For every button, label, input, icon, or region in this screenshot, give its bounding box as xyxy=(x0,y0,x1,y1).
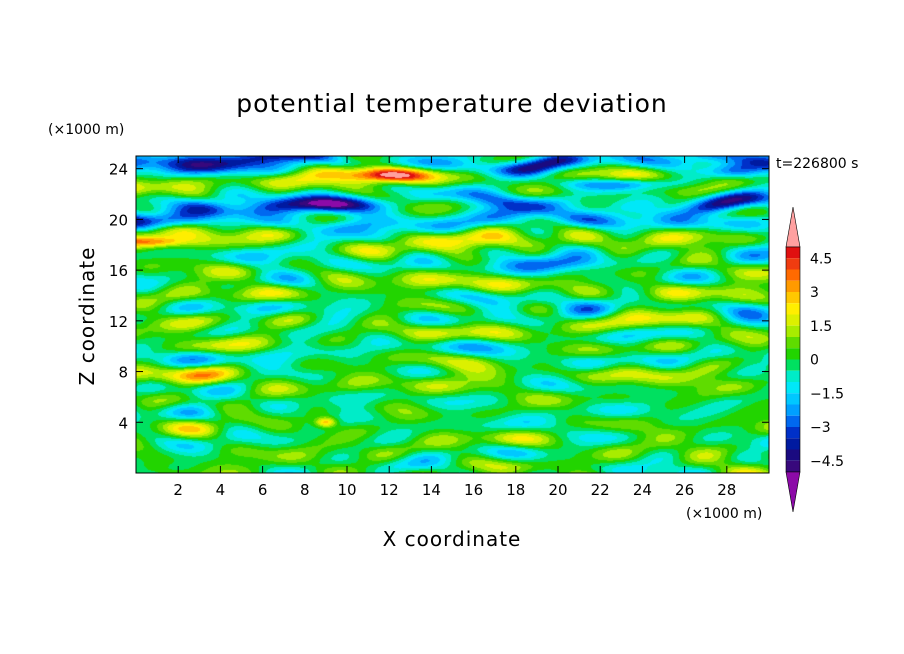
colorbar-box xyxy=(786,404,800,416)
x-tick-label: 8 xyxy=(300,481,310,499)
colorbar-tick-label: −1.5 xyxy=(810,386,844,402)
x-unit-label: (×1000 m) xyxy=(686,506,762,522)
x-tick-label: 20 xyxy=(548,481,567,499)
y-axis-label: Z coordinate xyxy=(75,247,99,386)
x-tick-label: 28 xyxy=(717,481,736,499)
colorbar-box xyxy=(786,247,800,259)
colorbar-tick-label: 3 xyxy=(810,285,819,301)
time-label: t=226800 s xyxy=(776,156,858,172)
x-tick-label: 6 xyxy=(258,481,268,499)
x-tick-label: 22 xyxy=(591,481,610,499)
x-tick-label: 24 xyxy=(633,481,652,499)
colorbar-box xyxy=(786,258,800,270)
x-axis: 2 4 6 8 10 12 14 16 18 20 22 24 26 28 xyxy=(173,156,736,499)
colorbar-tick-label: 0 xyxy=(810,353,819,369)
x-tick-label: 18 xyxy=(506,481,525,499)
colorbar-box xyxy=(786,415,800,427)
colorbar: 4.5 3 1.5 0 −1.5 −3 −4.5 xyxy=(785,206,844,513)
colorbar-box xyxy=(786,427,800,439)
colorbar-box xyxy=(786,303,800,315)
colorbar-tick-label: 1.5 xyxy=(810,319,832,335)
colorbar-box xyxy=(786,280,800,292)
x-tick-label: 10 xyxy=(337,481,356,499)
colorbar-box xyxy=(786,269,800,281)
y-tick-label: 12 xyxy=(109,313,128,331)
y-tick-label: 20 xyxy=(109,211,128,229)
colorbar-box xyxy=(786,359,800,371)
x-axis-label: X coordinate xyxy=(383,527,522,551)
colorbar-box xyxy=(786,393,800,405)
colorbar-tick-label: −3 xyxy=(810,420,831,436)
y-tick-label: 4 xyxy=(118,414,128,432)
colorbar-box xyxy=(786,460,800,472)
y-axis: 4 8 12 16 20 24 xyxy=(109,161,769,432)
colorbar-tick-label: −4.5 xyxy=(810,454,844,470)
y-tick-label: 16 xyxy=(109,262,128,280)
x-tick-label: 16 xyxy=(464,481,483,499)
colorbar-max-arrow xyxy=(785,206,801,248)
colorbar-box xyxy=(786,314,800,326)
plot-area xyxy=(135,155,770,474)
colorbar-box xyxy=(786,382,800,394)
y-unit-label: (×1000 m) xyxy=(48,122,124,138)
x-tick-label: 26 xyxy=(675,481,694,499)
colorbar-min-arrow xyxy=(785,471,801,513)
colorbar-box xyxy=(786,292,800,304)
plot-frame xyxy=(135,155,770,474)
x-tick-label: 2 xyxy=(173,481,183,499)
colorbar-box xyxy=(786,438,800,450)
y-tick-label: 8 xyxy=(118,364,128,382)
colorbar-box xyxy=(786,337,800,349)
colorbar-box xyxy=(786,348,800,360)
x-tick-label: 12 xyxy=(380,481,399,499)
y-tick-label: 24 xyxy=(109,161,128,179)
colorbar-tick-label: 4.5 xyxy=(810,251,832,267)
chart-title: potential temperature deviation xyxy=(236,89,667,118)
colorbar-box xyxy=(786,325,800,337)
temperature-field-heatmap xyxy=(136,156,769,473)
colorbar-box xyxy=(786,370,800,382)
x-tick-label: 4 xyxy=(216,481,226,499)
colorbar-box xyxy=(786,449,800,461)
x-tick-label: 14 xyxy=(422,481,441,499)
